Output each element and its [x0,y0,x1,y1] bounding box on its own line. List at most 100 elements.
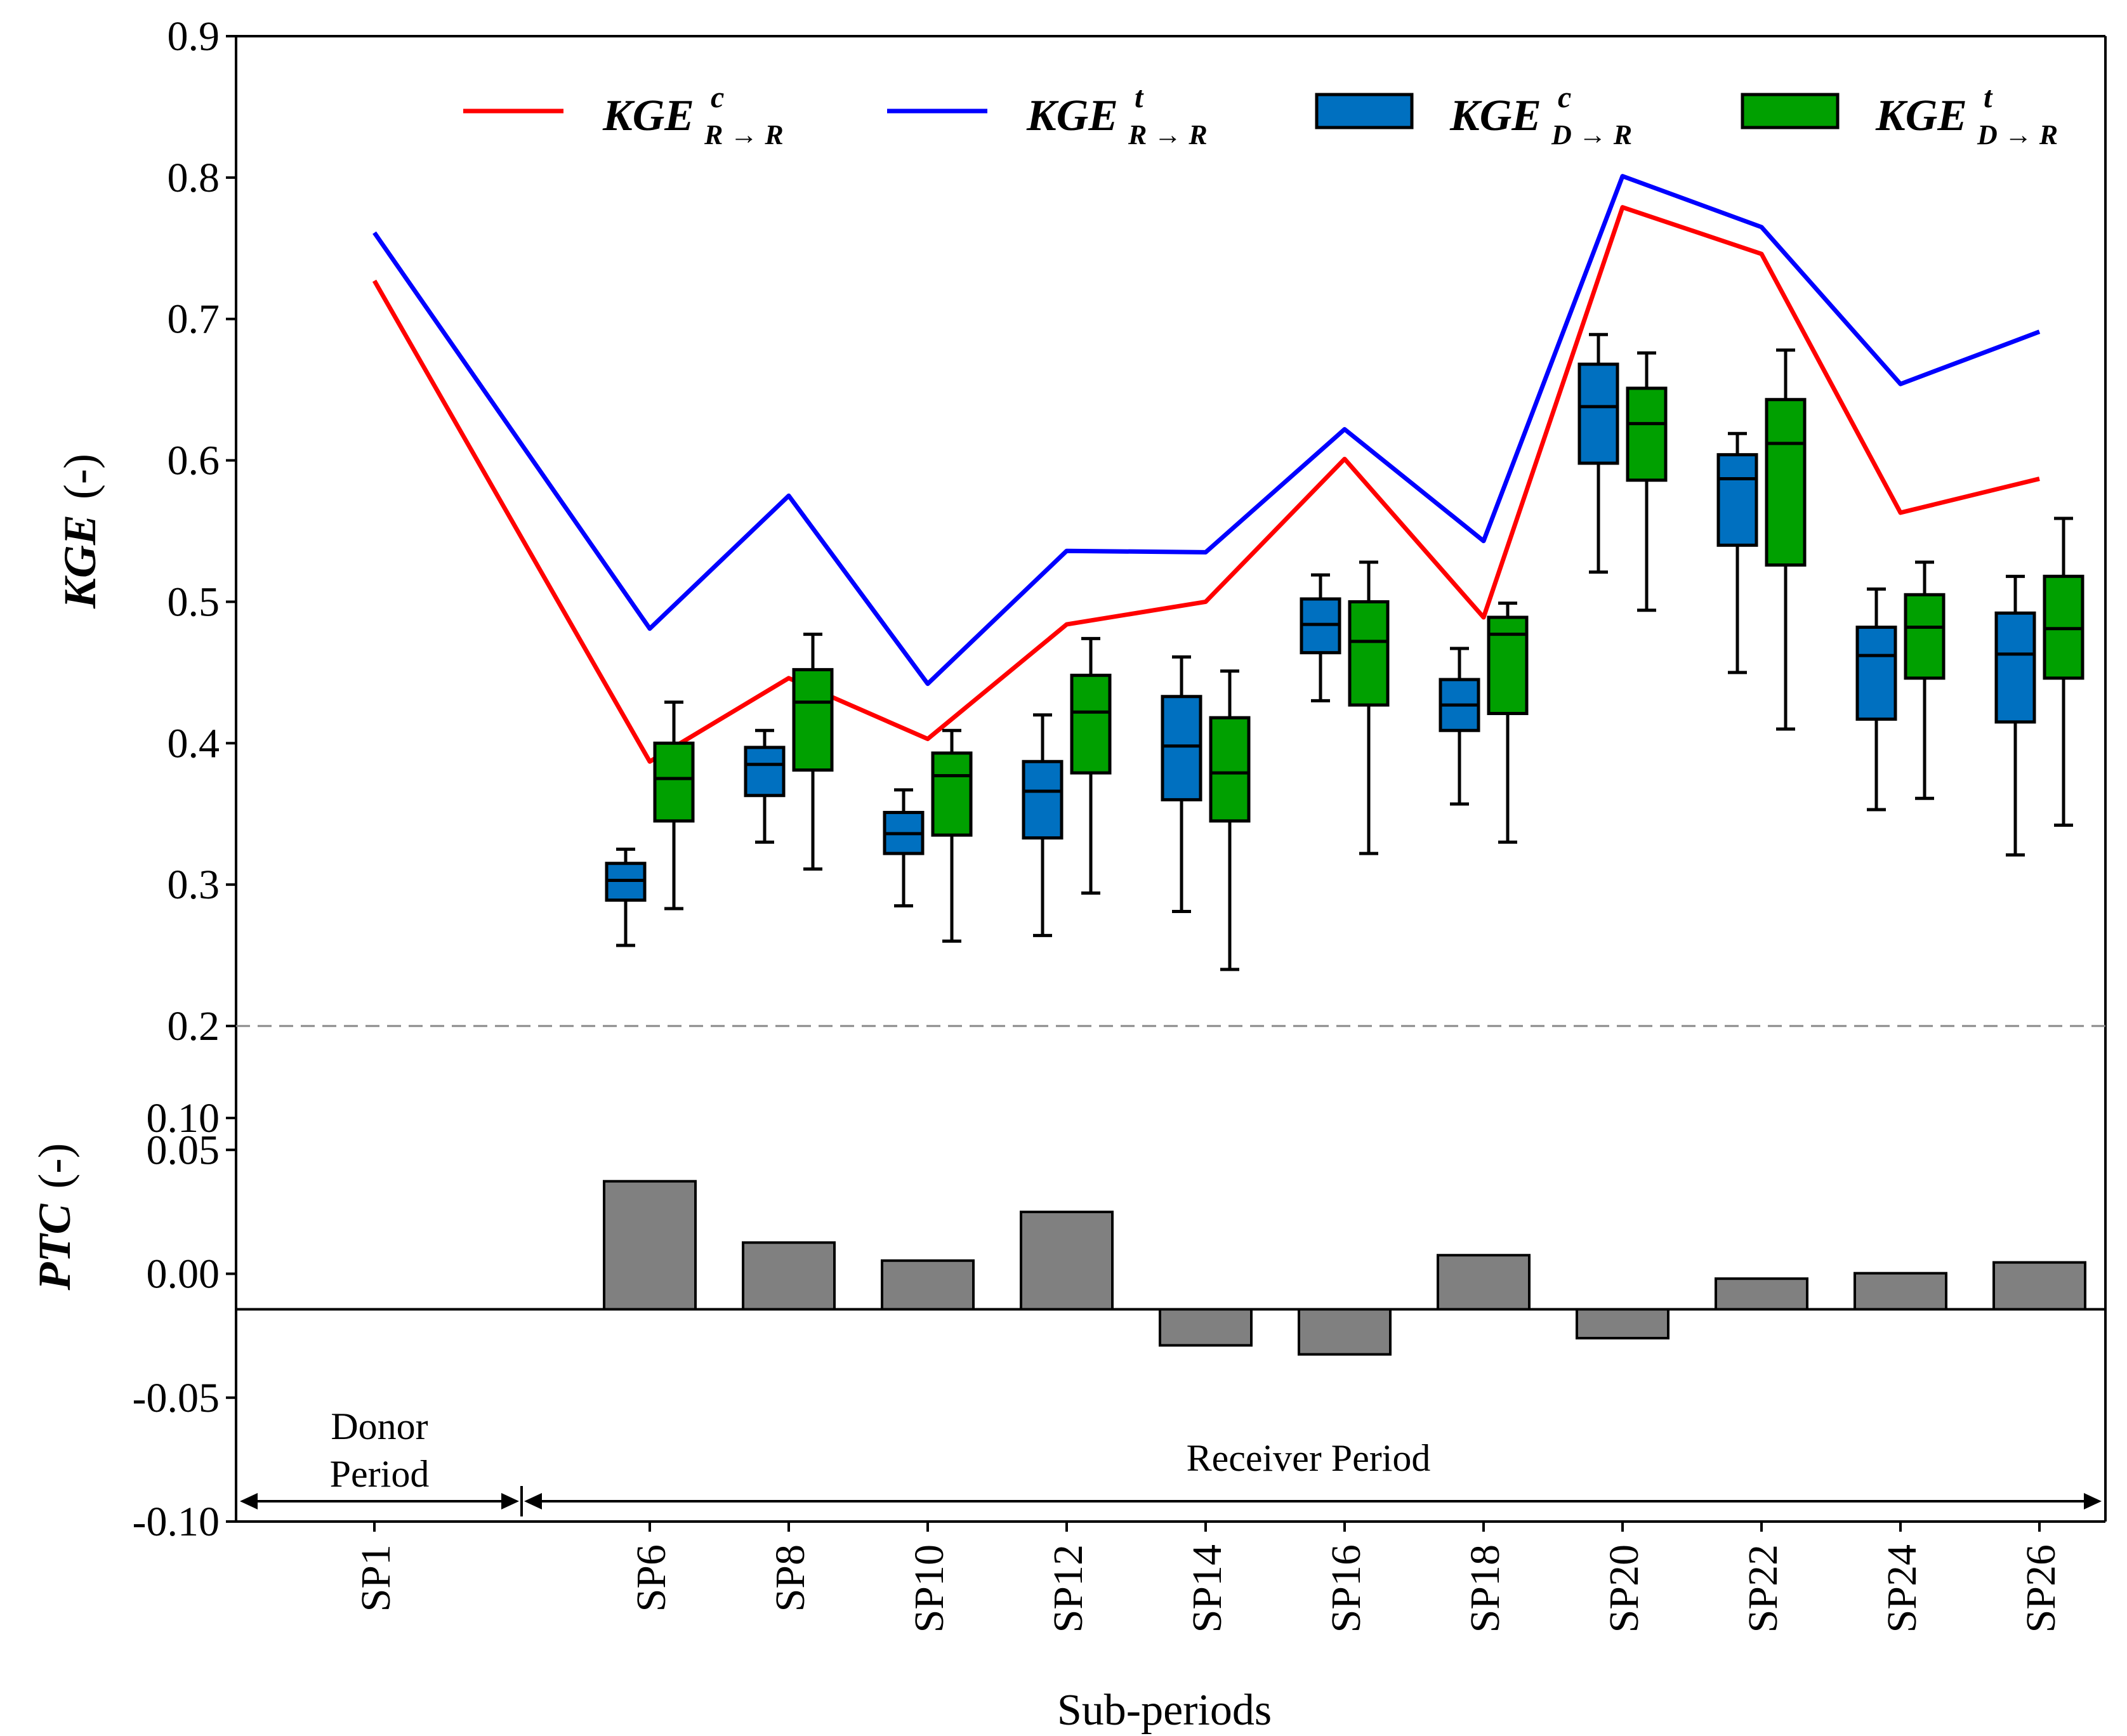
box-kge-t-dr-SP10 [931,728,973,943]
box-body [1022,760,1064,840]
series-line-kge-t-rr [372,174,2041,687]
legend-label-sup: t [1135,81,1144,114]
ptc-bar-SP14 [1159,1308,1253,1347]
x-tick-label-group: SP24 [1879,1544,1925,1633]
box-body [1487,615,1529,715]
x-tick-label: SP16 [1323,1544,1369,1633]
donor-arrow-right-head [501,1493,519,1509]
box-body [1765,398,1807,567]
box-kge-t-dr-SP8 [792,633,834,871]
ptc-bar-SP22 [1715,1277,1808,1311]
x-tick-label-group: SP26 [2018,1544,2064,1633]
legend-entry-0: KGE c R → R [463,81,784,150]
y-axis-label-top-main: KGE [55,515,105,609]
x-tick-label: SP10 [906,1544,952,1633]
box-kge-t-dr-SP16 [1348,560,1390,855]
x-tick-label-group: SP22 [1740,1544,1786,1633]
box-kge-c-dr-SP26 [1994,574,2036,857]
y-tick-label-bottom: -0.05 [133,1375,220,1421]
ptc-bar-SP16 [1298,1308,1392,1356]
legend-label-sub: R → R [704,119,784,150]
legend-label-sup: t [1984,81,1993,114]
box-kge-t-dr-SP12 [1070,636,1112,895]
y-tick-label-top: 0.3 [168,862,220,908]
x-tick-label-group: SP16 [1323,1544,1369,1633]
box-body [792,667,834,772]
x-tick-label-group: SP6 [628,1544,675,1612]
y-tick-label-bottom: -0.10 [133,1499,220,1545]
box-kge-c-dr-SP22 [1716,431,1758,674]
box-body [1994,611,2036,724]
x-tick-label: SP20 [1601,1544,1647,1633]
series-line-kge-c-rr [372,205,2040,764]
box-kge-t-dr-SP24 [1904,560,1946,800]
y-tick-label-bottom: 0.05 [147,1127,220,1173]
x-tick-label-group: SP8 [767,1544,813,1612]
ptc-bar-SP10 [881,1259,975,1311]
y-tick-label-top: 0.7 [168,296,220,343]
legend-label-sub: R → R [1128,119,1208,150]
box-kge-c-dr-SP12 [1022,713,1064,937]
box-kge-t-dr-SP20 [1626,351,1668,612]
y-tick-label-bottom: 0.10 [147,1095,220,1141]
box-body [1855,626,1897,721]
x-tick-label: SP6 [628,1544,675,1612]
legend-entry-2: KGE c D → R [1315,81,1632,150]
x-tick-label: SP18 [1462,1544,1508,1633]
ptc-bar-SP8 [742,1241,836,1311]
box-kge-t-dr-SP22 [1765,348,1807,731]
y-tick-label-top: 0.4 [168,720,220,766]
x-tick-label: SP1 [353,1544,399,1612]
box-body [1716,453,1758,547]
box-kge-t-dr-SP6 [653,700,695,911]
y-axis-label-top-unit: (-) [55,454,105,499]
x-tick-label-group: SP10 [906,1544,952,1633]
box-kge-t-dr-SP18 [1487,602,1529,844]
y-axis-label-bottom: PTC (-) [29,1143,80,1291]
legend-label-sup: c [1558,81,1571,114]
ptc-bar-SP18 [1437,1254,1531,1311]
box-kge-c-dr-SP16 [1300,573,1341,702]
legend-entry-1: KGE t R → R [887,81,1208,150]
box-body [1577,362,1619,465]
box-kge-c-dr-SP8 [744,728,786,844]
x-tick-label-group: SP14 [1184,1544,1230,1633]
box-kge-c-dr-SP14 [1161,655,1202,913]
legend-label: KGE [1875,91,1967,140]
receiver-arrow-right-head [2084,1493,2102,1509]
box-body [1348,600,1390,707]
box-kge-c-dr-SP6 [605,847,647,947]
legend-label-sup: c [711,81,724,114]
x-tick-label-group: SP12 [1045,1544,1091,1633]
ptc-bar-SP24 [1854,1272,1947,1311]
box-kge-c-dr-SP24 [1855,587,1897,812]
box-body [931,751,973,837]
legend-label: KGE [1449,91,1541,140]
box-body [744,746,786,798]
y-tick-label-top: 0.6 [168,438,220,484]
legend-label: KGE [602,91,694,140]
x-tick-label: SP26 [2018,1544,2064,1633]
x-axis-label: Sub-periods [1057,1686,1272,1735]
x-tick-label: SP12 [1045,1544,1091,1633]
y-axis-label-top-text: KGE (-) [55,454,105,609]
box-body [1626,386,1668,482]
x-tick-label: SP24 [1879,1544,1925,1633]
x-tick-label-group: SP1 [353,1544,399,1612]
y-tick-label-bottom: 0.00 [147,1251,220,1298]
legend-box-swatch [1741,93,1840,129]
ptc-bar-SP12 [1020,1211,1114,1311]
legend-box-swatch [1315,93,1414,129]
box-kge-t-dr-SP14 [1209,669,1251,971]
y-axis-label-bottom-unit: (-) [29,1143,80,1189]
box-kge-c-dr-SP20 [1577,332,1619,574]
y-tick-label-top: 0.2 [168,1003,220,1049]
y-axis-label-top: KGE (-) [55,454,105,609]
ptc-bar-SP26 [1992,1261,2086,1311]
box-body [1070,673,1112,775]
x-tick-label: SP8 [767,1544,813,1612]
y-tick-label-top: 0.5 [168,579,220,625]
box-body [1904,593,1946,680]
box-kge-c-dr-SP10 [883,788,925,908]
